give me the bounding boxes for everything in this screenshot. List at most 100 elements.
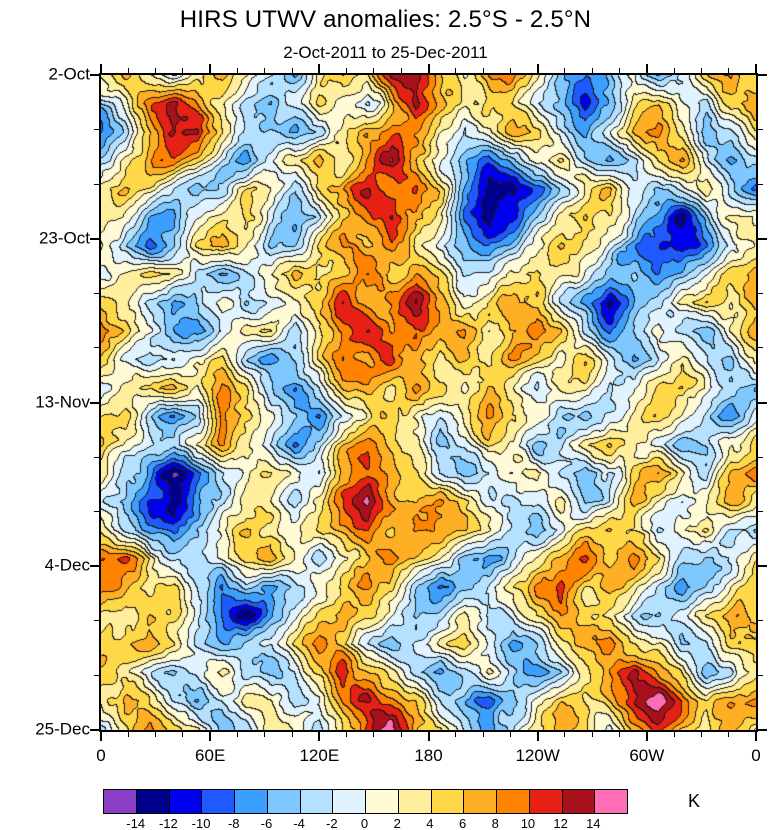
tick-mark (264, 732, 266, 737)
tick-mark (427, 732, 430, 741)
tick-mark (318, 64, 321, 73)
tick-mark (645, 64, 648, 73)
colorbar-tick-label: 14 (586, 816, 601, 830)
tick-mark (90, 401, 99, 404)
colorbar-segment (464, 790, 497, 813)
tick-mark (728, 68, 730, 73)
tick-mark (700, 68, 702, 73)
tick-mark (346, 732, 348, 737)
tick-mark (100, 732, 102, 741)
tick-mark (728, 732, 730, 737)
colorbar-segment (136, 790, 170, 813)
tick-mark (509, 68, 511, 73)
colorbar-tick-label: -6 (260, 816, 273, 830)
tick-mark (209, 64, 212, 73)
tick-mark (673, 732, 675, 737)
tick-mark (591, 732, 593, 737)
tick-mark (482, 732, 484, 737)
colorbar-segment (398, 790, 432, 813)
colorbar-segment (202, 790, 235, 813)
tick-mark (100, 64, 102, 73)
colorbar-tick-label: 10 (520, 816, 536, 830)
colorbar-segment (235, 790, 268, 813)
plot-area (99, 73, 758, 732)
tick-mark (373, 732, 375, 737)
tick-mark (673, 68, 675, 73)
colorbar-tick-label: -8 (227, 816, 240, 830)
y-tick-label: 25-Dec (35, 719, 90, 739)
tick-mark (455, 68, 457, 73)
tick-mark (346, 68, 348, 73)
tick-mark (264, 68, 266, 73)
tick-mark (758, 674, 763, 676)
tick-mark (755, 732, 757, 741)
colorbar-tick-label: 12 (553, 816, 568, 830)
tick-mark (700, 732, 702, 737)
tick-mark (291, 732, 293, 737)
tick-mark (758, 129, 763, 131)
colorbar-segment (529, 790, 563, 813)
tick-mark (94, 511, 99, 513)
tick-mark (482, 68, 484, 73)
colorbar-tick-label: 0 (360, 816, 369, 830)
tick-mark (291, 68, 293, 73)
colorbar-unit-label: K (688, 791, 701, 811)
tick-mark (758, 401, 767, 404)
tick-mark (619, 732, 621, 737)
heatmap-canvas (101, 75, 756, 730)
tick-mark (758, 237, 767, 240)
tick-mark (155, 732, 157, 737)
tick-mark (94, 292, 99, 294)
colorbar-segment (104, 790, 137, 813)
tick-mark (758, 456, 763, 458)
x-tick-label: 0 (751, 746, 761, 765)
colorbar-segment (300, 790, 334, 813)
x-tick-label: 60E (195, 746, 226, 765)
x-tick-label: 60W (629, 746, 665, 765)
y-tick-label: 2-Oct (48, 64, 90, 84)
tick-mark (591, 68, 593, 73)
tick-mark (127, 732, 129, 737)
tick-mark (94, 674, 99, 676)
tick-mark (182, 732, 184, 737)
tick-mark (758, 347, 763, 349)
colorbar-segment (562, 790, 596, 813)
y-tick-label: 4-Dec (44, 555, 90, 575)
tick-mark (155, 68, 157, 73)
tick-mark (236, 732, 238, 737)
tick-mark (94, 620, 99, 622)
tick-mark (755, 64, 757, 73)
tick-mark (758, 729, 767, 731)
x-tick-label: 120E (299, 746, 340, 765)
colorbar-segment (595, 790, 627, 813)
tick-mark (400, 68, 402, 73)
tick-mark (536, 64, 539, 73)
colorbar-tick-label: 6 (458, 816, 467, 830)
chart-subtitle: 2-Oct-2011 to 25-Dec-2011 (283, 43, 488, 62)
tick-mark (564, 732, 566, 737)
tick-mark (758, 565, 767, 568)
tick-mark (758, 74, 767, 76)
colorbar-tick-label: 2 (393, 816, 401, 830)
x-tick-label: 180 (414, 746, 443, 765)
tick-mark (94, 456, 99, 458)
colorbar-segment (431, 790, 465, 813)
colorbar-tick-label: -4 (293, 816, 305, 830)
colorbar-tick-label: -14 (126, 816, 146, 830)
colorbar-tick-label: -2 (326, 816, 338, 830)
colorbar-segment (169, 790, 203, 813)
tick-mark (564, 68, 566, 73)
tick-mark (94, 347, 99, 349)
y-tick-label: 23-Oct (38, 228, 90, 248)
tick-mark (536, 732, 539, 741)
tick-mark (758, 620, 763, 622)
tick-mark (90, 565, 99, 568)
tick-mark (758, 292, 763, 294)
tick-mark (427, 64, 430, 73)
tick-mark (127, 68, 129, 73)
colorbar-segment (497, 790, 530, 813)
colorbar-segment (333, 790, 366, 813)
colorbar-tick-label: -10 (191, 816, 211, 830)
colorbar-tick-label: 8 (491, 816, 499, 830)
